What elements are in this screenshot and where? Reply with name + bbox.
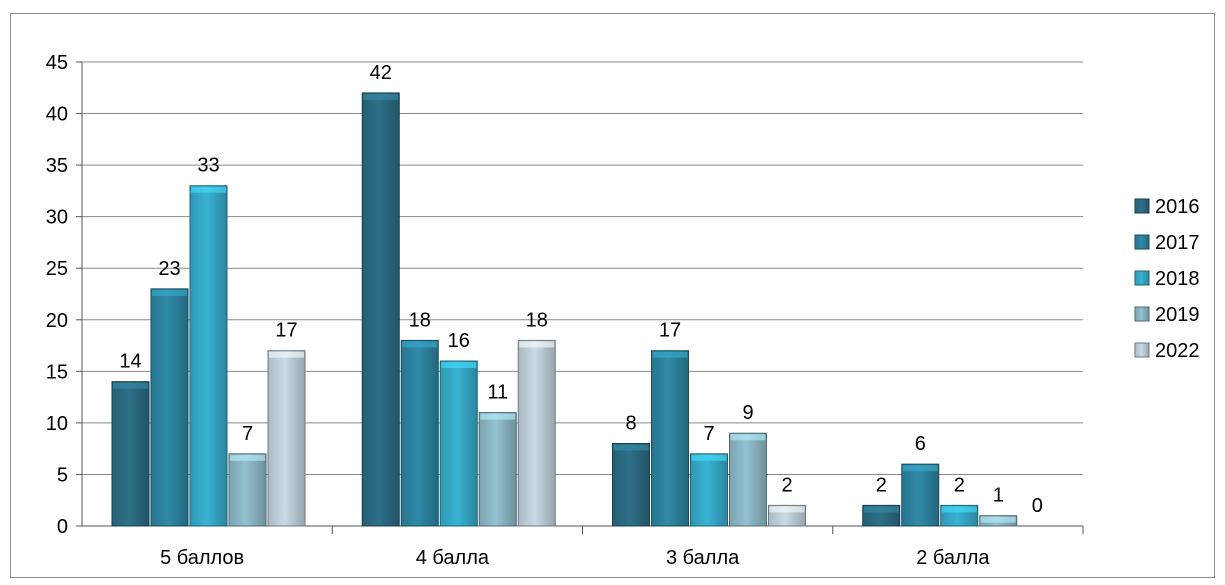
bar-2019 (729, 432, 767, 527)
bar-2022 (267, 350, 306, 527)
data-label: 7 (242, 423, 253, 445)
bar-2016 (111, 381, 150, 527)
bar-2018 (690, 453, 728, 527)
data-label: 18 (526, 309, 548, 331)
legend-label: 2018 (1155, 268, 1200, 290)
data-label: 16 (448, 330, 470, 352)
legend: 2016 2017 2018 2019 2022 (1134, 196, 1200, 362)
bar-highlight (730, 434, 766, 441)
data-label: 2 (876, 474, 887, 496)
data-labels: 14 23 33 7 17 42 18 16 11 18 8 17 7 9 2 2 6 2 1 0 (119, 62, 1042, 517)
data-label: 0 (1032, 495, 1043, 517)
bar-highlight (441, 362, 477, 369)
gridlines (82, 61, 1083, 475)
y-tick-label: 15 (46, 361, 68, 383)
data-label: 14 (119, 351, 141, 373)
bar-highlight (113, 382, 148, 389)
bar-2017 (901, 463, 940, 527)
y-tick-label: 30 (46, 207, 68, 229)
data-label: 8 (625, 413, 636, 435)
y-tick-label: 35 (46, 155, 68, 177)
y-tick-label: 20 (46, 310, 68, 332)
bar-2018 (189, 185, 228, 527)
bar-highlight (613, 444, 649, 451)
bar-highlight (691, 454, 727, 461)
data-label: 6 (915, 433, 926, 455)
bar-2017 (400, 339, 439, 527)
bar-2017 (150, 288, 189, 527)
bar-2017 (651, 350, 689, 527)
data-label: 2 (954, 474, 965, 496)
legend-swatch (1134, 198, 1150, 214)
data-label: 7 (703, 423, 714, 445)
bar-highlight (941, 506, 977, 513)
bar-highlight (363, 93, 399, 100)
bar-highlight (269, 351, 304, 358)
bar-highlight (230, 454, 265, 461)
data-label: 33 (197, 155, 219, 177)
bars (111, 92, 1018, 527)
data-label: 42 (370, 62, 392, 84)
bar-highlight (652, 351, 688, 358)
data-label: 17 (659, 320, 681, 342)
bar-2019 (228, 453, 267, 527)
legend-swatch (1134, 234, 1150, 250)
bar-highlight (402, 341, 438, 348)
y-tick-label: 5 (57, 464, 68, 486)
bar-2022 (517, 339, 556, 527)
data-label: 17 (275, 320, 297, 342)
data-label: 11 (487, 382, 508, 404)
x-category-label: 5 баллов (160, 547, 244, 569)
legend-label: 2016 (1155, 196, 1200, 218)
y-tick-label: 25 (46, 258, 68, 280)
data-label: 18 (409, 309, 431, 331)
y-tick-label: 10 (46, 413, 68, 435)
x-category-label: 4 балла (416, 547, 490, 569)
bar-highlight (519, 341, 555, 348)
legend-label: 2019 (1155, 304, 1200, 326)
x-category-label: 2 балла (916, 547, 990, 569)
y-tick-label: 0 (57, 516, 68, 538)
bar-highlight (480, 413, 516, 420)
data-label: 1 (993, 485, 1004, 507)
bar-highlight (863, 506, 899, 513)
y-tick-label: 45 (46, 52, 68, 74)
data-label: 23 (158, 258, 180, 280)
bar-highlight (152, 289, 187, 296)
legend-label: 2022 (1155, 340, 1200, 362)
bar-highlight (191, 186, 226, 193)
data-label: 9 (742, 402, 753, 424)
legend-swatch (1134, 306, 1150, 322)
x-category-label: 3 балла (666, 547, 740, 569)
legend-swatch (1134, 270, 1150, 286)
y-tick-label: 40 (46, 104, 68, 126)
bar-2016 (361, 92, 400, 527)
data-label: 2 (781, 474, 792, 496)
bar-2018 (439, 360, 478, 527)
legend-swatch (1134, 342, 1150, 358)
bar-2016 (612, 443, 650, 527)
bar-highlight (769, 506, 805, 513)
bar-2019 (478, 412, 517, 527)
legend-label: 2017 (1155, 232, 1200, 254)
bar-highlight (902, 465, 938, 472)
bar-highlight (980, 516, 1016, 523)
